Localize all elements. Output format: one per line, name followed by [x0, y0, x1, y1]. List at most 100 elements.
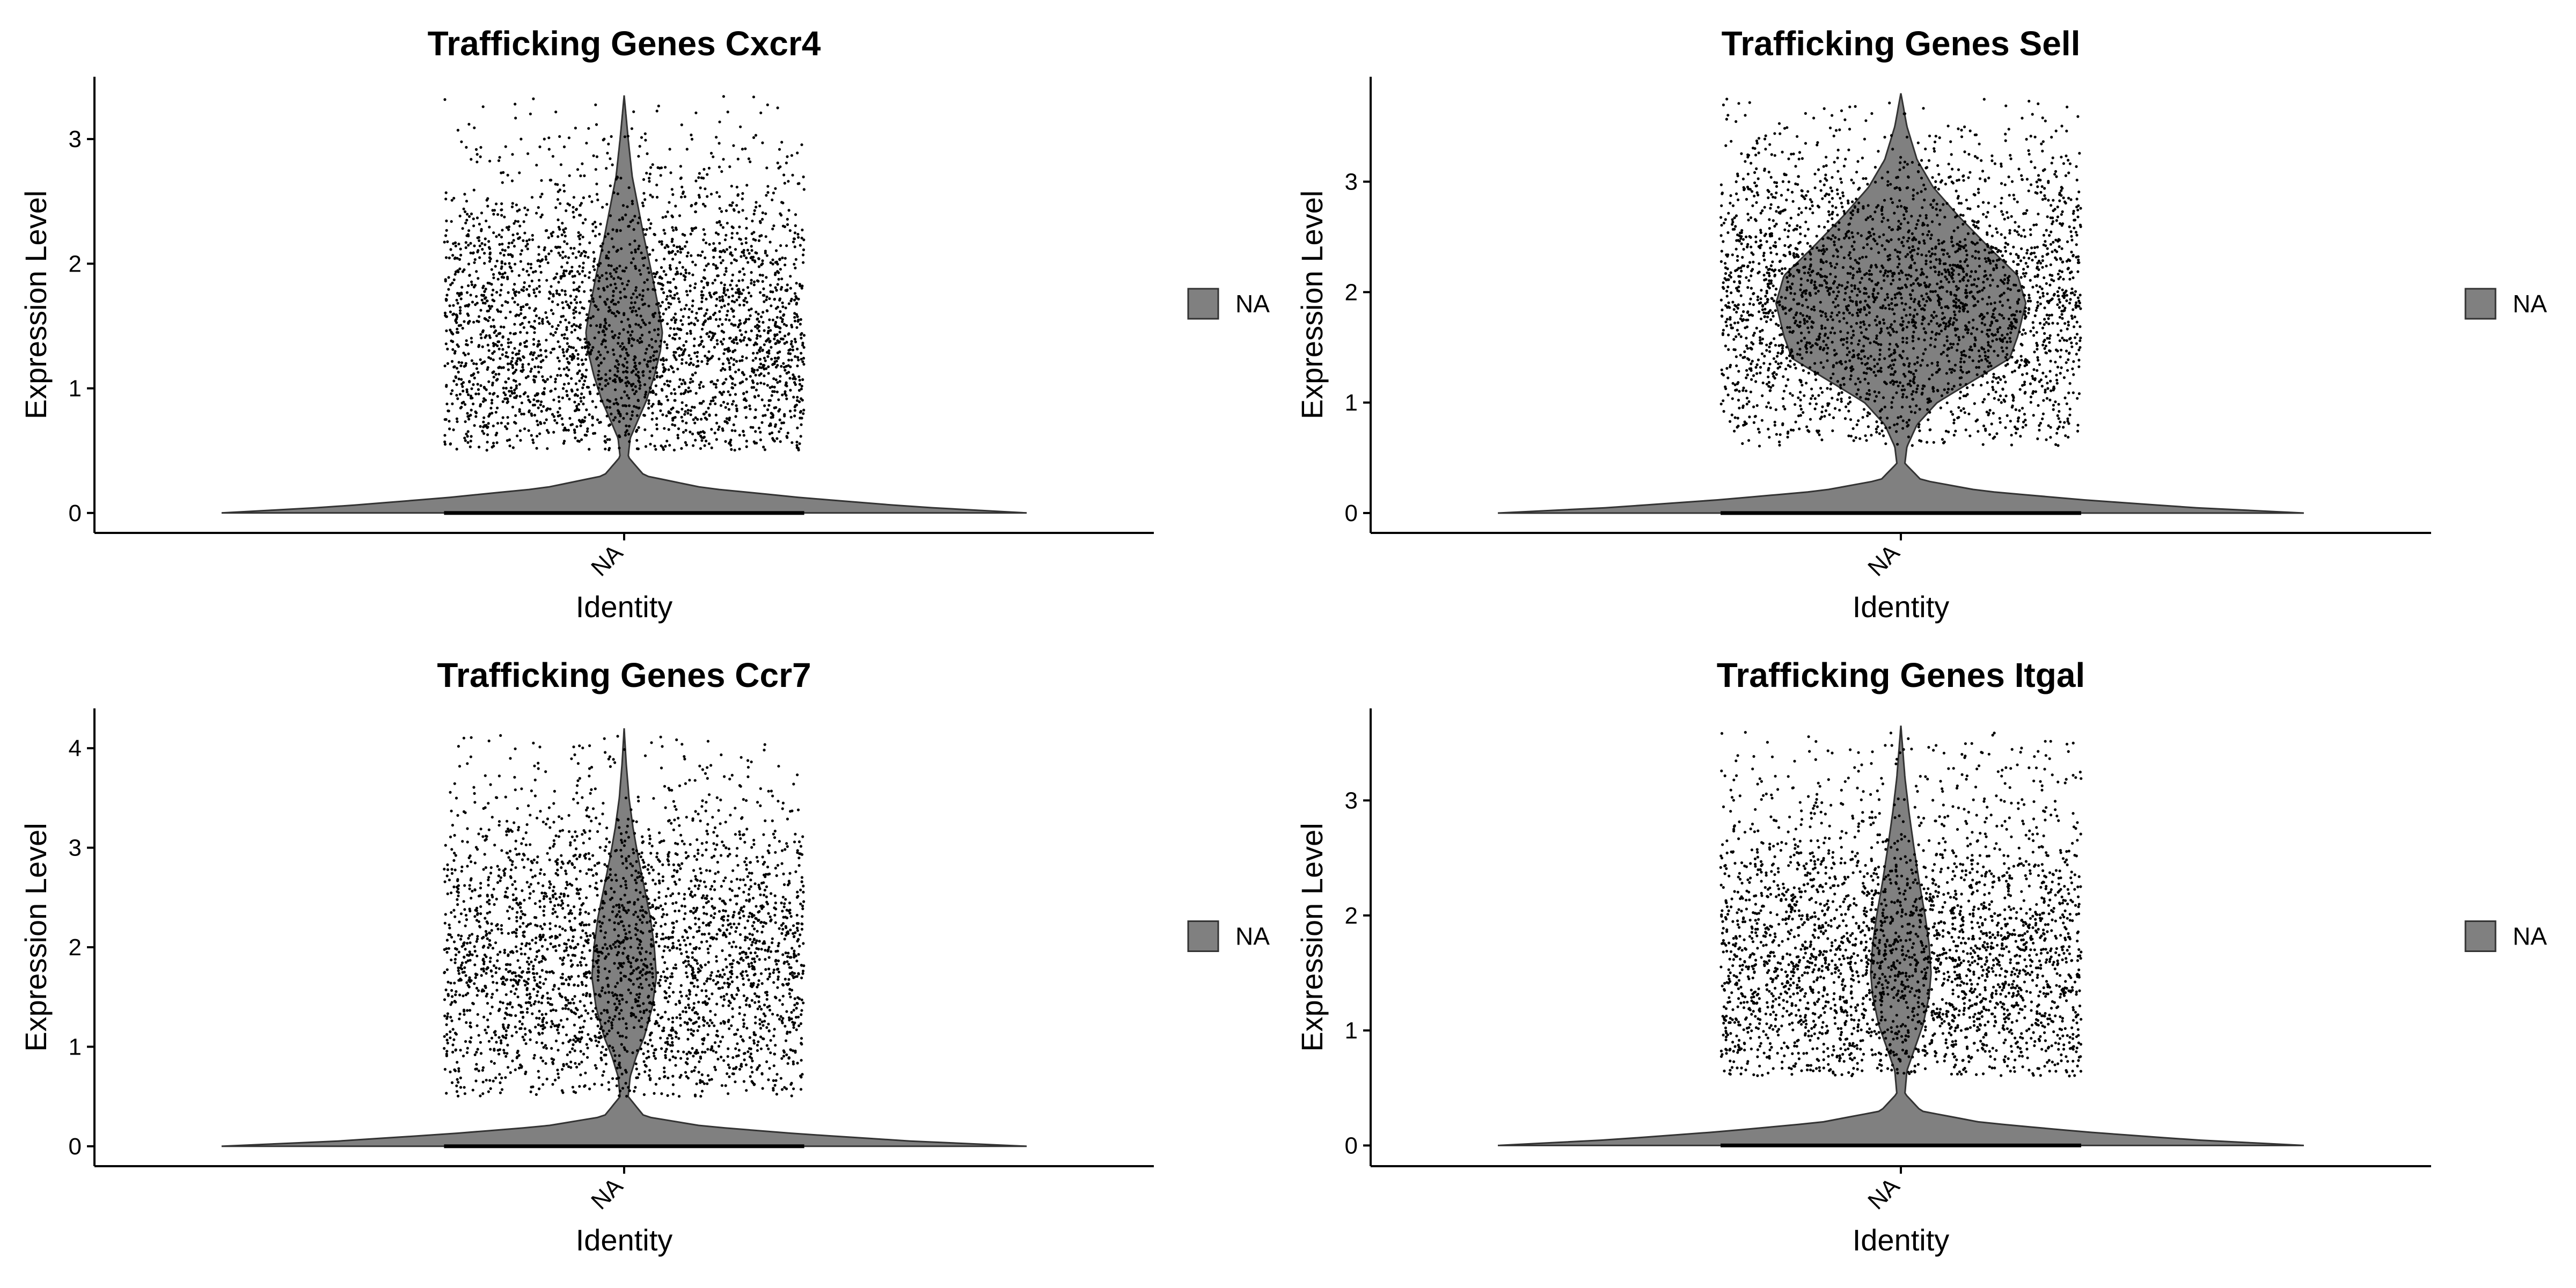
data-point [1780, 272, 1784, 275]
data-point [469, 251, 472, 254]
data-point [1783, 228, 1787, 231]
data-point [756, 368, 759, 372]
data-point [2067, 324, 2070, 327]
data-point [504, 386, 508, 390]
data-point [638, 293, 641, 297]
data-point [1964, 289, 1967, 292]
data-point [653, 232, 656, 236]
data-point [790, 340, 793, 343]
data-point [599, 377, 602, 380]
data-point [595, 305, 598, 309]
data-point [786, 217, 789, 221]
data-point [2026, 265, 2029, 268]
data-point [1858, 267, 1861, 270]
data-point [590, 200, 594, 203]
data-point [1900, 240, 1904, 244]
data-point [1737, 399, 1740, 402]
data-point [769, 283, 772, 287]
data-point [472, 188, 475, 192]
data-point [612, 303, 616, 306]
data-point [2010, 180, 2014, 183]
data-point [687, 386, 690, 390]
data-point [794, 377, 797, 380]
data-point [1865, 243, 1869, 246]
data-point [2015, 310, 2018, 313]
data-point [718, 165, 721, 169]
data-point [460, 286, 464, 289]
data-point [1984, 427, 1987, 430]
data-point [592, 154, 595, 157]
data-point [478, 244, 481, 247]
data-point [581, 374, 584, 378]
data-point [519, 253, 522, 256]
data-point [599, 399, 603, 402]
data-point [2058, 316, 2061, 319]
data-point [789, 287, 792, 290]
data-point [718, 357, 721, 361]
data-point [724, 318, 728, 321]
data-point [463, 268, 466, 272]
data-point [501, 229, 504, 232]
data-point [526, 243, 529, 246]
data-point [1877, 204, 1880, 207]
data-point [477, 277, 480, 280]
data-point [1753, 332, 1756, 335]
data-point [1999, 378, 2002, 381]
data-point [519, 342, 522, 346]
data-point [451, 281, 454, 284]
data-point [1819, 273, 1822, 277]
data-point [519, 260, 523, 263]
data-point [452, 312, 456, 316]
data-point [642, 321, 646, 324]
data-point [2076, 423, 2080, 427]
data-point [525, 288, 529, 291]
data-point [1863, 273, 1867, 276]
data-point [653, 328, 656, 332]
data-point [694, 179, 698, 182]
data-point [745, 377, 748, 381]
data-point [2033, 166, 2037, 169]
data-point [679, 392, 683, 396]
data-point [573, 400, 576, 404]
data-point [785, 397, 788, 400]
data-point [477, 371, 480, 374]
data-point [643, 256, 646, 259]
data-point [724, 267, 728, 270]
data-point [765, 276, 768, 279]
data-point [536, 345, 539, 348]
data-point [1727, 211, 1730, 215]
data-point [683, 381, 686, 384]
data-point [1799, 398, 1802, 402]
data-point [731, 226, 735, 229]
data-point [754, 341, 757, 345]
data-point [562, 269, 566, 273]
data-point [560, 265, 564, 268]
data-point [749, 314, 752, 317]
data-point [484, 302, 487, 305]
data-point [720, 369, 723, 372]
data-point [797, 389, 801, 392]
data-point [502, 326, 506, 329]
data-point [1935, 208, 1938, 211]
data-point [1973, 297, 1977, 301]
data-point [2036, 185, 2039, 188]
data-point [721, 382, 724, 385]
data-point [756, 279, 759, 282]
data-point [648, 376, 652, 380]
data-point [625, 412, 628, 415]
data-point [1731, 397, 1734, 400]
data-point [492, 213, 495, 216]
data-point [621, 282, 624, 286]
data-point [445, 294, 449, 297]
data-point [548, 322, 551, 325]
data-point [763, 374, 766, 377]
data-point [1736, 268, 1739, 272]
data-point [555, 292, 559, 295]
data-point [1987, 296, 1990, 299]
data-point [800, 352, 803, 355]
data-point [771, 228, 774, 231]
data-point [568, 398, 571, 401]
data-point [1940, 297, 1943, 301]
data-point [1916, 141, 1920, 144]
data-point [560, 333, 564, 337]
